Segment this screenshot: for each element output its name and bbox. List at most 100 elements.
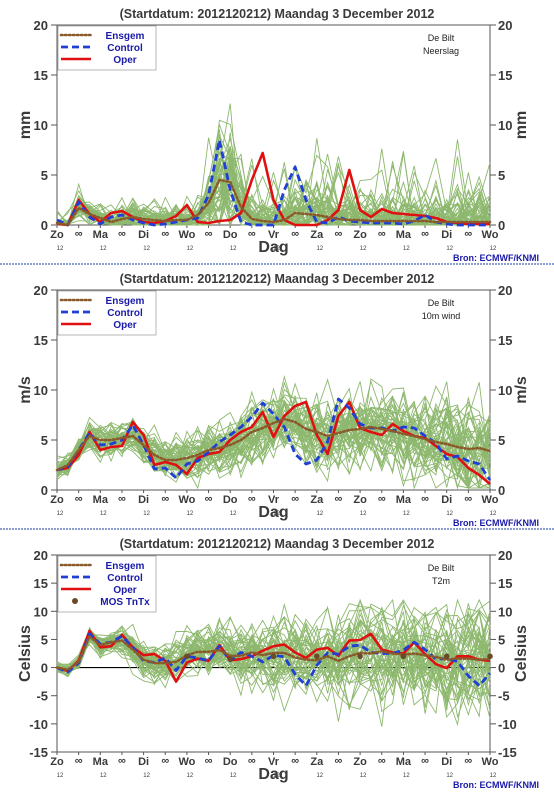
- mos-point: [357, 653, 363, 660]
- x-mid-symbol: ∞: [464, 493, 472, 505]
- x-mid-symbol: ∞: [378, 228, 386, 240]
- x-mid-symbol: ∞: [248, 493, 256, 505]
- legend-label: Oper: [113, 55, 136, 66]
- x-mid-symbol: ∞: [248, 228, 256, 240]
- y-tick-label: 15: [34, 576, 48, 591]
- y-tick-label: 5: [41, 168, 48, 183]
- x-mid-symbol: ∞: [75, 755, 83, 767]
- y-tick-label: 10: [498, 604, 512, 619]
- x-day-label: Za: [310, 229, 324, 241]
- x-mid-symbol: ∞: [421, 228, 429, 240]
- x-hour-label: 12: [57, 773, 64, 779]
- legend-label: Control: [107, 43, 143, 54]
- x-hour-label: 12: [230, 773, 237, 779]
- x-hour-label: 12: [360, 511, 367, 517]
- x-mid-symbol: ∞: [378, 755, 386, 767]
- panel-title: (Startdatum: 2012120212) Maandag 3 Decem…: [120, 7, 435, 21]
- x-day-label: Di: [441, 494, 452, 506]
- panel-2: (Startdatum: 2012120212) Maandag 3 Decem…: [17, 272, 539, 528]
- y-tick-label: 0: [498, 483, 505, 498]
- y-tick-label: 5: [498, 632, 505, 647]
- x-hour-label: 12: [273, 773, 280, 779]
- y-axis-label: m/s: [17, 376, 34, 404]
- x-mid-symbol: ∞: [205, 228, 213, 240]
- x-hour-label: 12: [187, 773, 194, 779]
- x-hour-label: 12: [446, 511, 453, 517]
- station-label: De Bilt: [428, 298, 455, 308]
- y-tick-label: 20: [34, 283, 48, 298]
- x-hour-label: 12: [100, 246, 107, 252]
- ensemble-member-line: [56, 392, 491, 474]
- x-hour-label: 12: [187, 511, 194, 517]
- y-tick-label: -15: [498, 745, 517, 760]
- y-tick-label: 15: [498, 68, 512, 83]
- source-text: Bron: ECMWF/KNMI: [453, 518, 539, 528]
- mos-point: [270, 653, 277, 660]
- x-day-label: Di: [441, 229, 452, 241]
- x-hour-label: 12: [490, 511, 497, 517]
- variable-label: 10m wind: [422, 311, 461, 321]
- variable-label: T2m: [432, 576, 450, 586]
- x-mid-symbol: ∞: [464, 755, 472, 767]
- x-day-label: Wo: [482, 229, 499, 241]
- x-hour-label: 12: [187, 246, 194, 252]
- x-day-label: Ma: [396, 229, 412, 241]
- y-tick-label: 20: [498, 283, 512, 298]
- y-tick-label: 20: [498, 548, 512, 563]
- x-mid-symbol: ∞: [161, 228, 169, 240]
- legend-label: Oper: [113, 320, 136, 331]
- station-label: De Bilt: [428, 33, 455, 43]
- x-day-label: Ma: [396, 494, 412, 506]
- series-ensgem: [55, 178, 492, 227]
- panel-1: (Startdatum: 2012120212) Maandag 3 Decem…: [17, 7, 539, 263]
- x-day-label: Do: [223, 494, 238, 506]
- x-mid-symbol: ∞: [378, 493, 386, 505]
- x-day-label: Wo: [178, 494, 195, 506]
- series-ensgem: [55, 635, 492, 672]
- x-mid-symbol: ∞: [161, 493, 169, 505]
- x-mid-symbol: ∞: [291, 228, 299, 240]
- variable-label: Neerslag: [423, 46, 459, 56]
- y-axis-label: Celsius: [17, 625, 34, 682]
- source-text: Bron: ECMWF/KNMI: [453, 780, 539, 790]
- y-tick-label: 20: [498, 18, 512, 33]
- y-tick-label: 15: [34, 68, 48, 83]
- x-mid-symbol: ∞: [248, 755, 256, 767]
- station-label: De Bilt: [428, 563, 455, 573]
- y-tick-label: -15: [29, 745, 48, 760]
- y-tick-label: -5: [36, 689, 48, 704]
- y-tick-label: 20: [34, 18, 48, 33]
- x-hour-label: 12: [143, 246, 150, 252]
- x-day-label: Di: [138, 756, 149, 768]
- y-axis-label: mm: [17, 111, 34, 139]
- ensemble-member-line: [56, 150, 491, 226]
- y-tick-label: -5: [498, 689, 510, 704]
- x-day-label: Vr: [268, 494, 280, 506]
- x-day-label: Wo: [178, 756, 195, 768]
- legend-label: MOS TnTx: [100, 597, 150, 608]
- x-mid-symbol: ∞: [118, 228, 126, 240]
- ensemble-member-line: [56, 604, 491, 685]
- ensemble-member-line: [56, 619, 491, 713]
- x-day-label: Zo: [353, 229, 367, 241]
- x-day-label: Ma: [93, 756, 109, 768]
- series-control: [56, 632, 492, 687]
- x-mid-symbol: ∞: [205, 755, 213, 767]
- x-axis-label: Dag: [258, 504, 288, 521]
- y-tick-label: 10: [34, 118, 48, 133]
- x-hour-label: 12: [316, 511, 323, 517]
- x-hour-label: 12: [57, 511, 64, 517]
- y-tick-label: 20: [34, 548, 48, 563]
- x-mid-symbol: ∞: [118, 493, 126, 505]
- x-mid-symbol: ∞: [75, 493, 83, 505]
- x-day-label: Zo: [353, 494, 367, 506]
- y-tick-label: 5: [41, 433, 48, 448]
- y-tick-label: 0: [41, 483, 48, 498]
- x-hour-label: 12: [230, 511, 237, 517]
- x-hour-label: 12: [316, 773, 323, 779]
- x-hour-label: 12: [273, 511, 280, 517]
- x-day-label: Do: [223, 229, 238, 241]
